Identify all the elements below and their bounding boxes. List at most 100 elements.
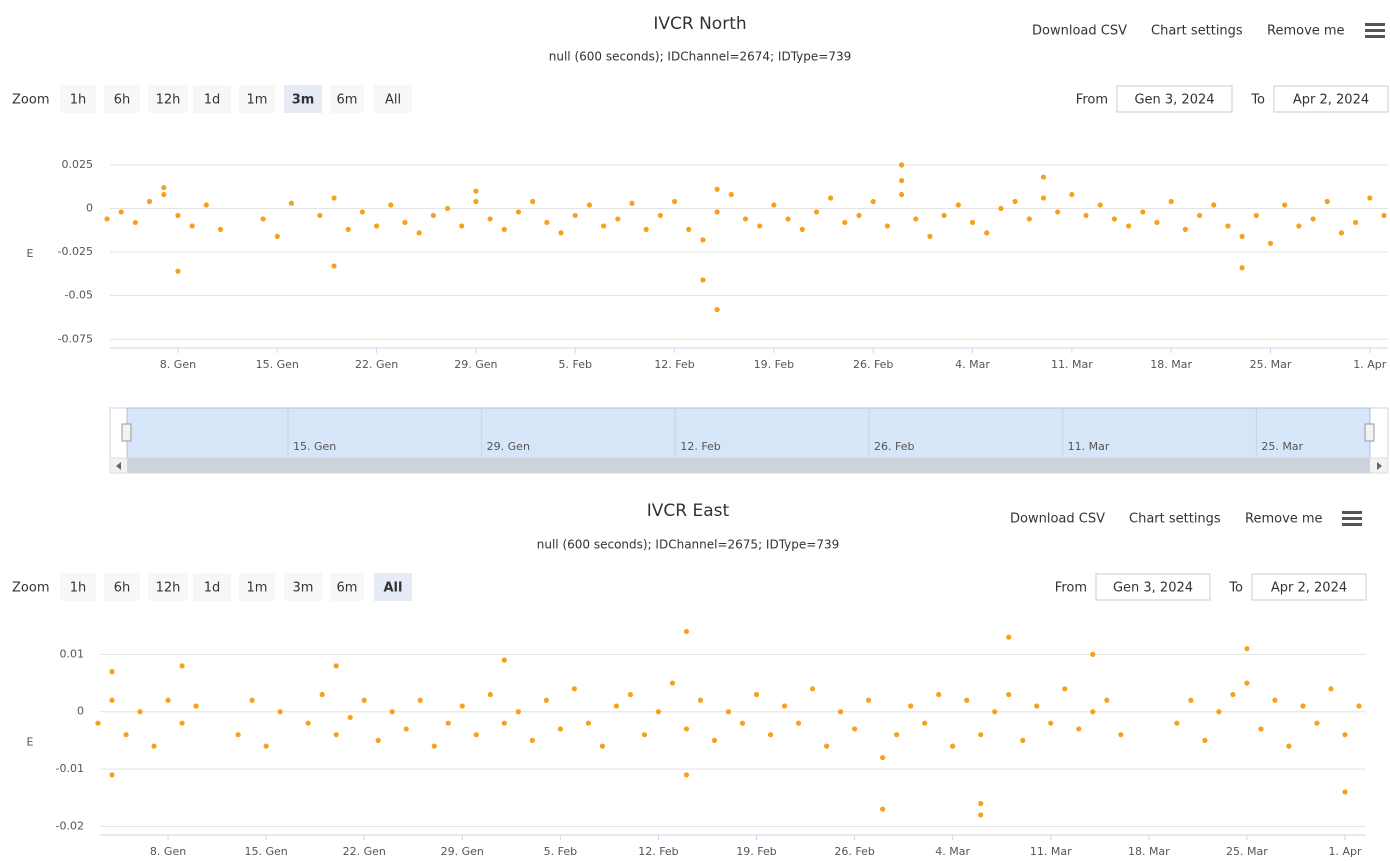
menu-item[interactable]: Remove me [1267,24,1345,39]
zoom-button[interactable] [104,573,140,601]
navigator-tick-label: 26. Feb [874,440,914,453]
from-input[interactable] [1116,85,1233,113]
zoom-button[interactable] [284,85,322,113]
data-point [686,226,692,233]
data-point [969,219,976,226]
menu-icon[interactable] [1342,523,1362,526]
zoom-button-label[interactable]: 1m [247,581,268,596]
zoom-button[interactable] [60,573,96,601]
data-point [655,709,662,715]
data-point [1168,198,1174,205]
data-point [641,732,648,738]
data-point [235,732,241,738]
data-point [898,162,905,168]
zoom-button[interactable] [284,573,322,601]
data-point [487,691,493,698]
data-point [1239,265,1245,271]
zoom-label: Zoom [12,93,49,108]
from-input[interactable] [1095,573,1211,601]
zoom-button[interactable] [148,85,188,113]
zoom-button-label[interactable]: 3m [292,93,315,108]
data-point [388,202,394,208]
menu-item[interactable]: Download CSV [1032,24,1127,39]
data-point [109,772,115,778]
zoom-button[interactable] [374,573,412,601]
zoom-button-label[interactable]: 6h [114,93,131,108]
scrollbar-right-arrow[interactable] [1377,462,1382,470]
data-point [714,186,720,192]
navigator-handle[interactable] [1364,423,1375,442]
scrollbar-left-arrow[interactable] [116,462,121,470]
zoom-button[interactable] [148,573,188,601]
zoom-button-label: 6m [337,93,358,108]
zoom-button[interactable] [239,85,275,113]
to-value[interactable]: Apr 2, 2024 [1271,581,1347,596]
menu-item[interactable]: Chart settings [1151,24,1243,39]
zoom-button[interactable] [104,85,140,113]
scrollbar-thumb[interactable] [127,458,1370,473]
data-point [161,191,167,198]
navigator-tick-label: 11. Mar [1068,440,1110,453]
data-point [1040,174,1047,180]
to-input[interactable] [1273,85,1389,113]
zoom-button-label[interactable]: 6h [114,581,131,596]
zoom-button-label[interactable]: 1d [204,93,221,108]
menu-icon[interactable] [1365,29,1385,32]
x-tick-label: 15. Gen [245,845,288,858]
zoom-button-label[interactable]: 3m [293,581,314,596]
data-point [1230,691,1236,698]
data-point [1342,732,1348,738]
navigator-handle[interactable] [121,423,132,442]
zoom-button[interactable] [60,85,96,113]
menu-icon[interactable] [1365,23,1385,26]
zoom-button[interactable] [193,573,231,601]
data-point [1196,212,1203,219]
chart-title: IVCR North [653,14,746,34]
zoom-button-label[interactable]: 12h [156,581,181,596]
x-tick-label: 12. Feb [654,358,694,371]
data-point [1182,226,1188,233]
y-axis-title: E [27,247,34,260]
data-point [1090,651,1096,658]
from-value[interactable]: Gen 3, 2024 [1113,581,1193,596]
menu-icon[interactable] [1342,517,1362,520]
data-point [586,202,593,208]
data-point [1076,726,1082,732]
data-point [189,223,195,229]
zoom-button-label[interactable]: 1d [204,581,221,596]
zoom-button-label[interactable]: 1m [247,93,268,108]
data-point [955,202,961,208]
x-tick-label: 29. Gen [441,845,484,858]
data-point [1300,703,1306,709]
from-value[interactable]: Gen 3, 2024 [1134,93,1214,108]
menu-icon[interactable] [1342,511,1362,514]
y-axis-title: E [27,736,34,749]
data-point [898,191,905,198]
data-point [1239,233,1245,239]
chart-title: IVCR East [647,501,730,521]
data-point [543,697,549,703]
zoom-button-label[interactable]: 1h [70,581,87,596]
zoom-button-label[interactable]: 1h [70,93,87,108]
x-tick-label: 15. Gen [256,358,299,371]
chart-subtitle: null (600 seconds); IDChannel=2675; IDTy… [537,538,839,552]
data-point [1253,212,1259,219]
menu-icon[interactable] [1365,35,1385,38]
menu-item[interactable]: Remove me [1245,512,1323,527]
to-input[interactable] [1251,573,1367,601]
zoom-button[interactable] [193,85,231,113]
data-point [217,226,224,233]
menu-item[interactable]: Chart settings [1129,512,1221,527]
data-point [998,205,1004,212]
x-tick-label: 1. Apr [1328,845,1361,858]
data-point [558,230,564,236]
zoom-button[interactable] [239,573,275,601]
data-point [402,219,408,226]
data-point [753,691,760,698]
zoom-button-label[interactable]: 12h [156,93,181,108]
zoom-button-label[interactable]: All [384,581,403,596]
menu-item[interactable]: Download CSV [1010,512,1105,527]
data-point [473,198,479,205]
to-value[interactable]: Apr 2, 2024 [1293,93,1369,108]
